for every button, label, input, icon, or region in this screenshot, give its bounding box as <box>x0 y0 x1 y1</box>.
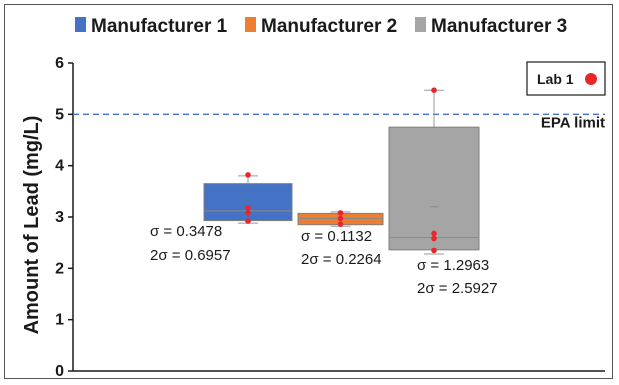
manufacturer-3-point-2 <box>431 230 437 237</box>
manufacturer-2-point-1 <box>337 210 344 216</box>
lab-inset-label: Lab 1 <box>526 61 606 96</box>
manufacturer-1-sigma-label: σ = 0.3478 <box>150 223 222 240</box>
manufacturer-3-point-1 <box>431 87 437 94</box>
y-tick-label-2: 2 <box>55 260 64 277</box>
y-tick-label-0: 0 <box>55 363 64 380</box>
lab-inset-marker <box>585 73 597 85</box>
box-series: σ = 0.3478 2σ = 0.6957 σ = 0.1132 2σ = 0.22… <box>150 87 498 297</box>
y-tick-label-6: 6 <box>55 55 64 72</box>
legend-label-2: Manufacturer 2 <box>261 16 397 37</box>
y-tick-label-4: 4 <box>55 158 64 175</box>
y-tick-label-3: 3 <box>55 209 64 226</box>
manufacturer-3-point-4 <box>431 247 437 254</box>
manufacturer-3-sigma-label: σ = 1.2963 <box>417 257 489 274</box>
legend-swatch-3 <box>415 17 426 32</box>
manufacturer-3-box <box>388 126 480 251</box>
manufacturer-1-two-sigma-label: 2σ = 0.6957 <box>150 247 231 264</box>
legend-swatch-2 <box>245 17 256 32</box>
chart-frame: Manufacturer 1 Manufacturer 2 Manufacturer… <box>4 4 613 380</box>
box-plot-chart: Manufacturer 1 Manufacturer 2 Manufacturer… <box>21 16 606 380</box>
manufacturer-1-point-1 <box>245 172 251 178</box>
legend-label-1: Manufacturer 1 <box>91 16 228 37</box>
manufacturer-3-point-3 <box>431 235 437 242</box>
lab-inset-text: Lab 1 <box>537 71 574 87</box>
manufacturer-2-two-sigma-label: 2σ = 0.2264 <box>301 251 382 268</box>
manufacturer-1-point-4 <box>245 218 251 224</box>
epa-limit-reference: EPA limit <box>73 113 605 131</box>
y-axis-title: Amount of Lead (mg/L) <box>21 116 43 335</box>
y-axis: 0 1 2 3 4 5 6 Amount of Lead (mg/L) <box>21 55 74 380</box>
manufacturer-2-sigma-label: σ = 0.1132 <box>301 228 372 245</box>
legend-swatch-1 <box>75 17 86 32</box>
y-tick-label-5: 5 <box>55 106 64 123</box>
y-tick-label-1: 1 <box>55 312 64 329</box>
manufacturer-2-point-3 <box>337 221 344 227</box>
epa-limit-label: EPA limit <box>541 114 605 131</box>
manufacturer-3-two-sigma-label: 2σ = 2.5927 <box>417 280 498 297</box>
legend-label-3: Manufacturer 3 <box>431 16 567 37</box>
manufacturer-2-point-2 <box>337 215 344 222</box>
manufacturer-1-point-3 <box>245 210 251 216</box>
legend: Manufacturer 1 Manufacturer 2 Manufacturer… <box>75 16 567 37</box>
manufacturer-1-point-2 <box>245 204 251 211</box>
